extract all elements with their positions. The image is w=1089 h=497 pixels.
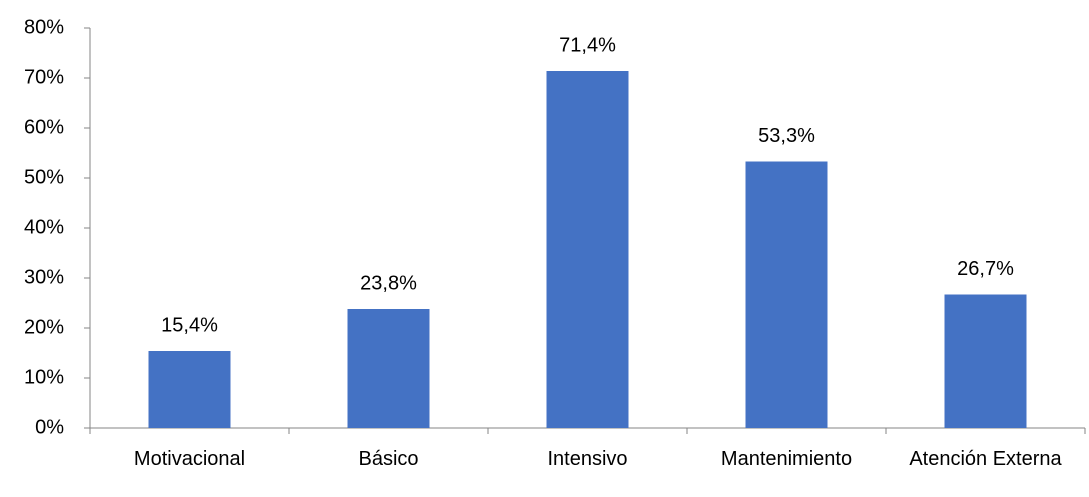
x-tick-label: Intensivo: [547, 448, 628, 470]
y-tick-label: 50%: [24, 166, 64, 188]
x-tick-label: Mantenimiento: [720, 448, 853, 470]
y-tick-label: 30%: [24, 266, 64, 288]
value-label: 26,7%: [957, 258, 1014, 280]
value-label: 71,4%: [559, 34, 616, 56]
value-label: 53,3%: [758, 125, 815, 147]
y-tick-label: 70%: [24, 66, 64, 88]
y-tick-label: 40%: [24, 216, 64, 238]
value-label: 15,4%: [161, 314, 218, 336]
y-tick-label: 10%: [24, 366, 64, 388]
y-tick-label: 0%: [35, 416, 64, 438]
y-tick-label: 80%: [24, 16, 64, 38]
bar: [347, 309, 430, 428]
x-tick-label: Atención Externa: [909, 448, 1062, 470]
y-tick-label: 60%: [24, 116, 64, 138]
bar: [546, 71, 629, 428]
y-tick-label: 20%: [24, 316, 64, 338]
x-tick-label: Motivacional: [133, 448, 246, 470]
value-label: 23,8%: [360, 272, 417, 294]
bar: [148, 351, 231, 428]
x-tick-label: Básico: [358, 448, 419, 470]
bar: [944, 294, 1027, 428]
bar: [745, 161, 828, 428]
